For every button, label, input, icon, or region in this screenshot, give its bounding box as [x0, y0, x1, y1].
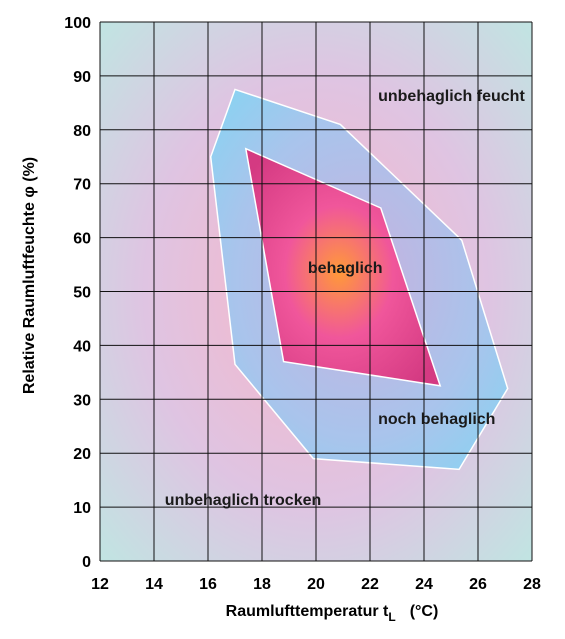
x-axis-title-unit: (°C)	[410, 603, 439, 620]
y-tick-label: 90	[73, 69, 91, 86]
y-tick-label: 80	[73, 123, 91, 140]
y-axis-ticks: 0 10 20 30 40 50 60 70 80 90 100	[64, 15, 91, 571]
region-label: behaglich	[308, 260, 383, 277]
x-axis-title-symbol: t	[383, 603, 389, 620]
region-label: noch behaglich	[378, 411, 495, 428]
x-tick-label: 16	[199, 576, 217, 593]
y-tick-label: 20	[73, 446, 91, 463]
y-tick-label: 10	[73, 500, 91, 517]
x-axis-title: Raumlufttemperatur tL (°C)	[226, 603, 439, 624]
grid-lines	[99, 21, 533, 562]
x-axis-ticks: 12 14 16 18 20 22 24 26 28	[91, 576, 541, 593]
region-label: unbehaglich feucht	[378, 88, 525, 105]
comfort-regions	[209, 88, 509, 471]
x-tick-label: 26	[469, 576, 487, 593]
x-axis-title-subscript: L	[388, 610, 395, 624]
y-axis-title: Relative Raumluftfeuchte φ (%)	[21, 157, 38, 394]
x-tick-label: 24	[415, 576, 433, 593]
y-tick-label: 30	[73, 392, 91, 409]
x-axis-title-main: Raumlufttemperatur	[226, 603, 383, 620]
y-tick-label: 0	[82, 554, 91, 571]
x-tick-label: 28	[523, 576, 541, 593]
x-tick-label: 14	[145, 576, 163, 593]
y-tick-label: 100	[64, 15, 91, 32]
region-behaglich	[244, 147, 442, 387]
x-tick-label: 22	[361, 576, 379, 593]
y-tick-label: 70	[73, 177, 91, 194]
y-tick-label: 40	[73, 338, 91, 355]
x-tick-label: 12	[91, 576, 109, 593]
region-labels: unbehaglich feucht behaglich noch behaglic…	[165, 88, 526, 509]
x-tick-label: 18	[253, 576, 271, 593]
region-label: unbehaglich trocken	[165, 492, 321, 509]
y-tick-label: 50	[73, 285, 91, 302]
x-tick-label: 20	[307, 576, 325, 593]
y-tick-label: 60	[73, 231, 91, 248]
